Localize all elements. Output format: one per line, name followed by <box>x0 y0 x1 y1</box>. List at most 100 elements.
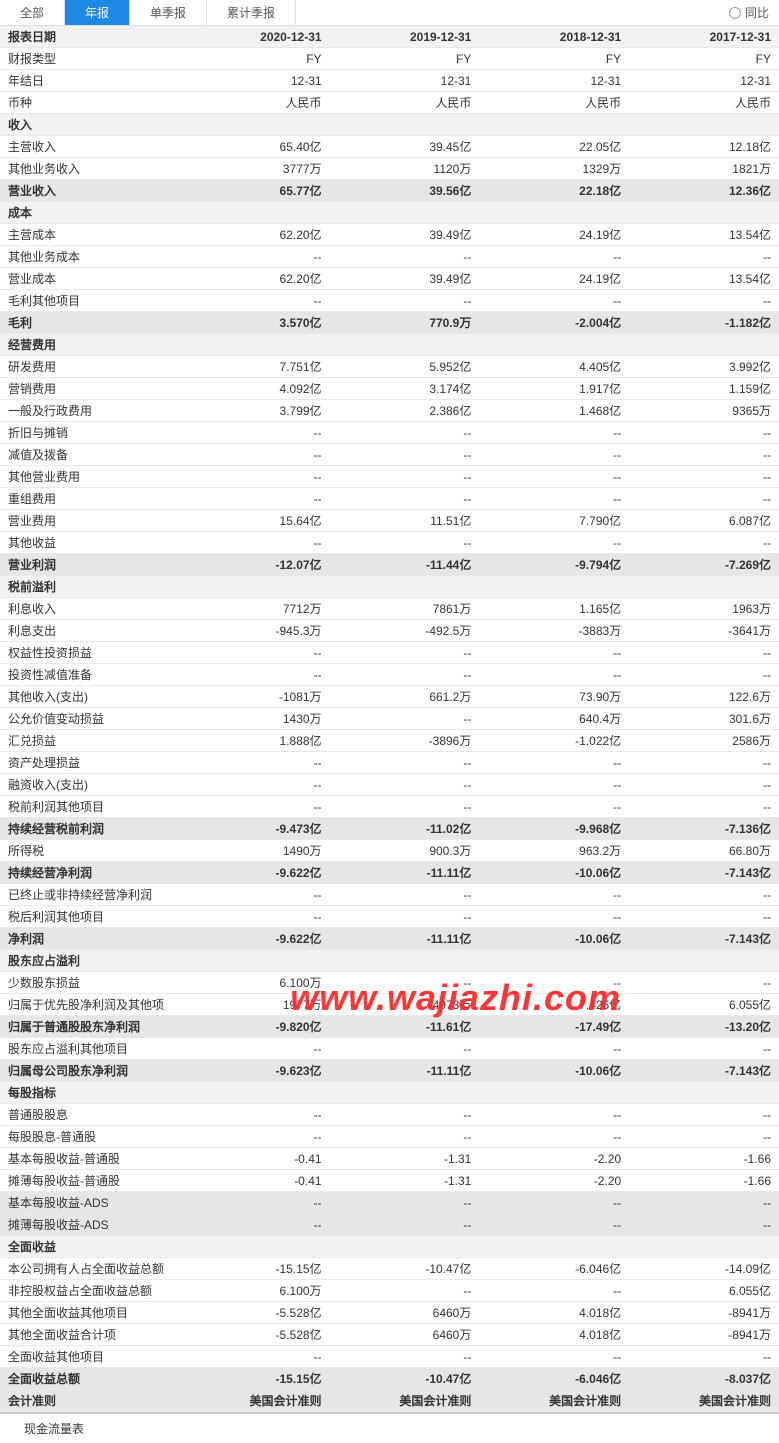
cell-value: -- <box>180 1104 330 1126</box>
financial-table: 报表日期2020-12-312019-12-312018-12-312017-1… <box>0 26 779 1412</box>
cell-value: -15.15亿 <box>180 1258 330 1280</box>
table-row: 减值及拨备-------- <box>0 444 779 466</box>
cell-value: 62.20亿 <box>180 224 330 246</box>
table-row: 其他收益-------- <box>0 532 779 554</box>
cell-value: 22.18亿 <box>479 180 629 202</box>
cell-value: FY <box>629 48 779 70</box>
cell-value: -- <box>479 906 629 928</box>
table-row: 税前溢利 <box>0 576 779 598</box>
cell-value: 12-31 <box>479 70 629 92</box>
row-label: 其他全面收益合计项 <box>0 1324 180 1346</box>
cell-value: -0.41 <box>180 1170 330 1192</box>
cell-value: -- <box>330 884 480 906</box>
table-row: 持续经营净利润-9.622亿-11.11亿-10.06亿-7.143亿 <box>0 862 779 884</box>
row-label: 营业利润 <box>0 554 180 576</box>
row-label: 营业收入 <box>0 180 180 202</box>
cell-value: -1.66 <box>629 1170 779 1192</box>
row-label: 普通股股息 <box>0 1104 180 1126</box>
cell-value: 661.2万 <box>330 686 480 708</box>
cell-value: -- <box>479 642 629 664</box>
cell-value: 39.49亿 <box>330 268 480 290</box>
cell-value: -5.528亿 <box>180 1324 330 1346</box>
table-row: 归属于优先股净利润及其他项1977万4973万7.425亿6.055亿 <box>0 994 779 1016</box>
cell-value: -- <box>330 774 480 796</box>
cell-value: 1.888亿 <box>180 730 330 752</box>
cell-value: -1.31 <box>330 1148 480 1170</box>
cell-value: -- <box>180 466 330 488</box>
table-row: 营业成本62.20亿39.49亿24.19亿13.54亿 <box>0 268 779 290</box>
cell-value: 1977万 <box>180 994 330 1016</box>
cell-value: -3883万 <box>479 620 629 642</box>
cell-value: 770.9万 <box>330 312 480 334</box>
cell-value <box>479 334 629 356</box>
cell-value: -2.004亿 <box>479 312 629 334</box>
row-label: 资产处理损益 <box>0 752 180 774</box>
cell-value: 301.6万 <box>629 708 779 730</box>
cell-value: 12.18亿 <box>629 136 779 158</box>
cell-value: -- <box>330 1126 480 1148</box>
cell-value: -- <box>629 972 779 994</box>
cell-value: -9.623亿 <box>180 1060 330 1082</box>
cell-value: -- <box>629 290 779 312</box>
tab-annual[interactable]: 年报 <box>65 0 130 25</box>
cell-value <box>479 1082 629 1104</box>
cell-value: 3.570亿 <box>180 312 330 334</box>
table-row: 税后利润其他项目-------- <box>0 906 779 928</box>
row-label: 持续经营净利润 <box>0 862 180 884</box>
row-label: 少数股东损益 <box>0 972 180 994</box>
yoy-toggle[interactable]: 同比 <box>729 4 779 21</box>
cashflow-link[interactable]: 现金流量表 <box>8 1420 84 1437</box>
cell-value: -- <box>180 1038 330 1060</box>
row-label: 所得税 <box>0 840 180 862</box>
row-label: 利息支出 <box>0 620 180 642</box>
cell-value: -- <box>180 664 330 686</box>
cell-value: -- <box>330 1104 480 1126</box>
tab-all[interactable]: 全部 <box>0 0 65 25</box>
cell-value: 7.425亿 <box>479 994 629 1016</box>
table-row: 摊薄每股收益-ADS-------- <box>0 1214 779 1236</box>
cell-value <box>180 202 330 224</box>
table-row: 全面收益总额-15.15亿-10.47亿-6.046亿-8.037亿 <box>0 1368 779 1390</box>
report-tabs: 全部 年报 单季报 累计季报 同比 <box>0 0 779 26</box>
row-label: 其他业务成本 <box>0 246 180 268</box>
cell-value: -10.06亿 <box>479 1060 629 1082</box>
cell-value: -7.136亿 <box>629 818 779 840</box>
row-label: 其他全面收益其他项目 <box>0 1302 180 1324</box>
cell-value: -- <box>180 1192 330 1214</box>
row-label: 年结日 <box>0 70 180 92</box>
cell-value <box>180 334 330 356</box>
cell-value: 人民币 <box>629 92 779 114</box>
cell-value: -11.11亿 <box>330 928 480 950</box>
cell-value: -7.269亿 <box>629 554 779 576</box>
tab-cumulative[interactable]: 累计季报 <box>207 0 296 25</box>
cell-value: 11.51亿 <box>330 510 480 532</box>
table-row: 其他收入(支出)-1081万661.2万73.90万122.6万 <box>0 686 779 708</box>
cell-value <box>629 1236 779 1258</box>
table-row: 股东应占溢利其他项目-------- <box>0 1038 779 1060</box>
cell-value: -- <box>330 752 480 774</box>
cell-value: -- <box>330 972 480 994</box>
table-row: 会计准则美国会计准则美国会计准则美国会计准则美国会计准则 <box>0 1390 779 1412</box>
table-row: 其他全面收益合计项-5.528亿6460万4.018亿-8941万 <box>0 1324 779 1346</box>
cell-value: -1.66 <box>629 1148 779 1170</box>
row-label: 币种 <box>0 92 180 114</box>
cell-value: 4.018亿 <box>479 1324 629 1346</box>
cell-value <box>479 202 629 224</box>
row-label: 成本 <box>0 202 180 224</box>
cell-value: -- <box>629 884 779 906</box>
cell-value: -945.3万 <box>180 620 330 642</box>
cell-value: -7.143亿 <box>629 862 779 884</box>
cell-value: -- <box>479 774 629 796</box>
table-row: 归属于普通股股东净利润-9.820亿-11.61亿-17.49亿-13.20亿 <box>0 1016 779 1038</box>
cell-value <box>330 1082 480 1104</box>
cell-value: 1490万 <box>180 840 330 862</box>
cell-value: 2017-12-31 <box>629 26 779 48</box>
row-label: 利息收入 <box>0 598 180 620</box>
cell-value: -10.47亿 <box>330 1368 480 1390</box>
cell-value <box>180 114 330 136</box>
cell-value <box>629 334 779 356</box>
table-row: 毛利其他项目-------- <box>0 290 779 312</box>
tab-quarterly[interactable]: 单季报 <box>130 0 207 25</box>
cell-value: 人民币 <box>330 92 480 114</box>
cell-value: -- <box>330 708 480 730</box>
